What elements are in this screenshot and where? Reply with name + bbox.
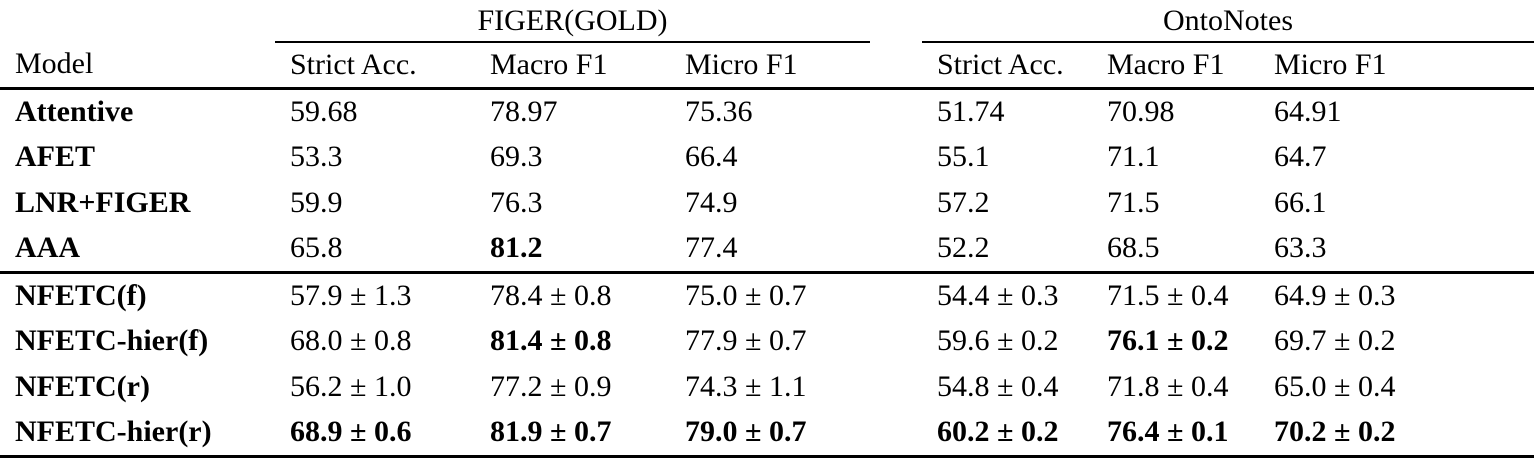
metric-value-cell: 53.3	[290, 140, 343, 173]
metric-value-cell: 70.2 ± 0.2	[1259, 410, 1534, 458]
empty-corner-cell	[0, 0, 275, 42]
spacer-cell	[870, 0, 922, 42]
metric-value-cell: 75.36	[685, 94, 753, 128]
metric-value-cell: 74.9	[685, 186, 738, 219]
metric-value-cell: 65.8	[275, 226, 475, 274]
ontonotes-micro-f1-header: Micro F1	[1259, 42, 1534, 90]
metric-value-cell: 81.2	[475, 226, 670, 274]
table-row: NFETC(f) 57.9 ± 1.3 78.4 ± 0.8 75.0 ± 0.…	[0, 272, 1534, 318]
metric-value-cell: 57.9 ± 1.3	[290, 278, 412, 312]
metric-value-cell: 81.9 ± 0.7	[475, 410, 670, 458]
metric-value-cell: 55.1	[937, 140, 990, 173]
metric-value-cell: 66.1	[1274, 186, 1327, 219]
metric-value-cell: 77.9 ± 0.7	[685, 324, 807, 357]
metric-value-cell: 60.2 ± 0.2	[922, 410, 1092, 458]
spacer-cell	[870, 410, 922, 458]
model-name-cell: LNR+FIGER	[15, 186, 191, 219]
metric-value-cell: 68.9 ± 0.6	[275, 410, 475, 458]
metric-value-cell: 59.6 ± 0.2	[937, 324, 1059, 357]
metric-value-cell: 68.5	[1092, 226, 1259, 274]
model-column-header: Model	[0, 42, 275, 90]
model-name-cell: NFETC-hier(r)	[0, 410, 275, 458]
ontonotes-macro-f1-header: Macro F1	[1092, 42, 1259, 90]
model-name-cell: NFETC-hier(f)	[15, 324, 209, 357]
metric-value-cell: 70.98	[1107, 94, 1175, 128]
metric-value-cell: 77.2 ± 0.9	[490, 370, 612, 403]
metric-value-cell: 79.0 ± 0.7	[670, 410, 870, 458]
metric-value-cell: 71.5	[1107, 186, 1160, 219]
metric-value-cell: 59.68	[290, 94, 358, 128]
metric-value-cell: 52.2	[922, 226, 1092, 274]
table-row: LNR+FIGER 59.9 76.3 74.9 57.2 71.5 66.1	[0, 180, 1534, 226]
metric-value-cell: 54.8 ± 0.4	[937, 370, 1059, 403]
metric-value-cell: 76.3	[490, 186, 543, 219]
ontonotes-group-header: OntoNotes	[922, 0, 1534, 43]
metric-value-cell: 77.4	[670, 226, 870, 274]
table-row: NFETC-hier(f) 68.0 ± 0.8 81.4 ± 0.8 77.9…	[0, 318, 1534, 364]
spacer-cell	[870, 180, 922, 226]
model-name-cell: AAA	[0, 226, 275, 274]
model-name-cell: AFET	[15, 140, 96, 173]
figer-micro-f1-header: Micro F1	[670, 42, 870, 90]
metric-value-cell: 71.8 ± 0.4	[1107, 370, 1229, 403]
spacer-cell	[870, 272, 922, 318]
table-row: Attentive 59.68 78.97 75.36 51.74 70.98 …	[0, 88, 1534, 134]
metric-value-cell: 75.0 ± 0.7	[685, 278, 807, 312]
group-header-row: FIGER(GOLD) OntoNotes	[0, 0, 1534, 43]
metric-value-cell: 76.4 ± 0.1	[1092, 410, 1259, 458]
model-name-cell: Attentive	[15, 94, 134, 128]
column-header-row: Model Strict Acc. Macro F1 Micro F1 Stri…	[0, 42, 1534, 90]
ontonotes-strict-acc-header: Strict Acc.	[922, 42, 1092, 90]
metric-value-cell: 64.7	[1274, 140, 1327, 173]
metric-value-cell: 68.0 ± 0.8	[290, 324, 412, 357]
metric-value-cell: 78.97	[490, 94, 558, 128]
metric-value-cell: 78.4 ± 0.8	[490, 278, 612, 312]
table-row: AAA 65.8 81.2 77.4 52.2 68.5 63.3	[0, 226, 1534, 274]
model-name-cell: NFETC(f)	[15, 278, 147, 312]
metric-value-cell: 69.7 ± 0.2	[1274, 324, 1396, 357]
metric-value-cell: 69.3	[490, 140, 543, 173]
metric-value-cell: 56.2 ± 1.0	[290, 370, 412, 403]
table-row: NFETC-hier(r) 68.9 ± 0.6 81.9 ± 0.7 79.0…	[0, 410, 1534, 458]
spacer-cell	[870, 42, 922, 90]
figer-macro-f1-header: Macro F1	[475, 42, 670, 90]
table-row: AFET 53.3 69.3 66.4 55.1 71.1 64.7	[0, 134, 1534, 180]
metric-value-cell: 51.74	[937, 94, 1005, 128]
spacer-cell	[870, 318, 922, 364]
metric-value-cell: 74.3 ± 1.1	[685, 370, 807, 403]
metric-value-cell: 71.5 ± 0.4	[1107, 278, 1229, 312]
metric-value-cell: 71.1	[1107, 140, 1160, 173]
metric-value-cell: 59.9	[290, 186, 343, 219]
model-comparison-table: FIGER(GOLD) OntoNotes Model Strict Acc. …	[0, 0, 1534, 458]
metric-value-cell: 66.4	[685, 140, 738, 173]
metric-value-cell: 54.4 ± 0.3	[937, 278, 1059, 312]
metric-value-cell: 81.4 ± 0.8	[490, 324, 612, 357]
metric-value-cell: 76.1 ± 0.2	[1107, 324, 1229, 357]
metric-value-cell: 64.9 ± 0.3	[1274, 278, 1396, 312]
table-row: NFETC(r) 56.2 ± 1.0 77.2 ± 0.9 74.3 ± 1.…	[0, 364, 1534, 410]
metric-value-cell: 64.91	[1274, 94, 1342, 128]
spacer-cell	[870, 88, 922, 134]
spacer-cell	[870, 134, 922, 180]
spacer-cell	[870, 226, 922, 274]
model-name-cell: NFETC(r)	[15, 370, 150, 403]
metric-value-cell: 65.0 ± 0.4	[1274, 370, 1396, 403]
metric-value-cell: 63.3	[1259, 226, 1534, 274]
figer-group-header: FIGER(GOLD)	[275, 0, 870, 43]
figer-strict-acc-header: Strict Acc.	[275, 42, 475, 90]
metric-value-cell: 57.2	[937, 186, 990, 219]
spacer-cell	[870, 364, 922, 410]
